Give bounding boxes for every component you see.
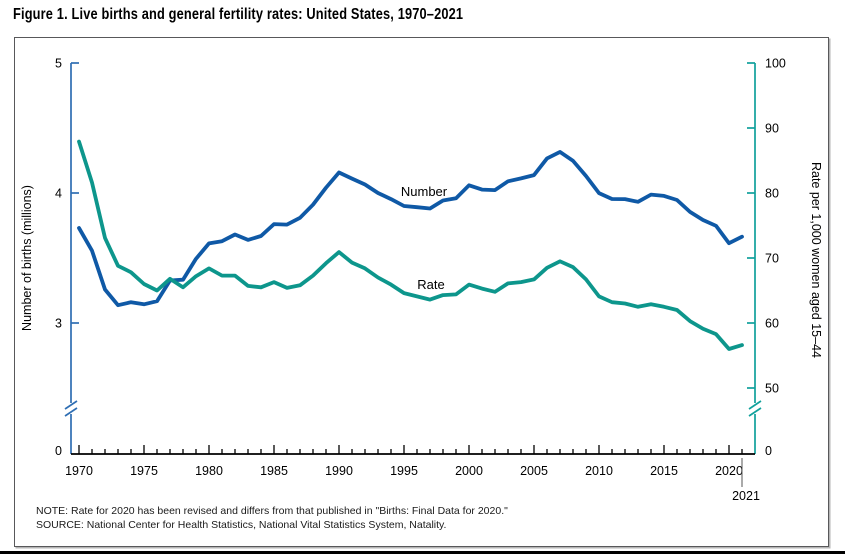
right-axis-tick-label: 90 bbox=[765, 122, 779, 136]
left-axis-title: Number of births (millions) bbox=[20, 185, 34, 331]
right-axis-tick-label: 80 bbox=[765, 187, 779, 201]
x-axis-tick-label: 1970 bbox=[65, 464, 93, 478]
x-axis-tick-label: 2000 bbox=[455, 464, 483, 478]
left-axis-tick-label: 3 bbox=[55, 317, 62, 331]
right-axis-tick-label: 70 bbox=[765, 252, 779, 266]
figure-title: Figure 1. Live births and general fertil… bbox=[13, 6, 464, 23]
year-2021-label: 2021 bbox=[732, 489, 760, 503]
left-axis-break-icon bbox=[64, 400, 78, 410]
x-axis-tick-label: 2005 bbox=[520, 464, 548, 478]
right-axis-tick-label: 100 bbox=[765, 57, 786, 71]
right-axis-title: Rate per 1,000 women aged 15–44 bbox=[809, 162, 823, 358]
right-axis-tick-label: 60 bbox=[765, 317, 779, 331]
left-axis-tick-label: 5 bbox=[55, 57, 62, 71]
right-axis-break-icon bbox=[748, 407, 762, 417]
series-label-number: Number bbox=[401, 184, 448, 199]
x-axis-tick-label: 1975 bbox=[130, 464, 158, 478]
series-line-number bbox=[77, 150, 744, 308]
left-axis-zero-label: 0 bbox=[55, 444, 62, 458]
right-axis-zero-label: 0 bbox=[765, 444, 772, 458]
right-axis-tick-label: 50 bbox=[765, 382, 779, 396]
series-label-rate: Rate bbox=[417, 277, 444, 292]
left-axis-tick-label: 4 bbox=[55, 187, 62, 201]
chart-frame: 5 4 3 0 100 90 80 70 60 50 0 1970 1975 1980 1985 1990 19… bbox=[14, 37, 829, 547]
source-text: SOURCE: National Center for Health Stati… bbox=[36, 519, 447, 531]
right-axis-break-icon bbox=[748, 400, 762, 410]
x-axis-tick-label: 1990 bbox=[325, 464, 353, 478]
x-axis-tick-label: 1980 bbox=[195, 464, 223, 478]
x-axis-tick-label: 2020 bbox=[715, 464, 743, 478]
series-line-rate bbox=[77, 139, 744, 351]
bottom-rule bbox=[0, 551, 845, 554]
x-axis-tick-label: 2010 bbox=[585, 464, 613, 478]
footnotes: NOTE: Rate for 2020 has been revised and… bbox=[36, 504, 508, 532]
x-axis-tick-label: 2015 bbox=[650, 464, 678, 478]
x-axis-tick-label: 1995 bbox=[390, 464, 418, 478]
note-text: NOTE: Rate for 2020 has been revised and… bbox=[36, 505, 508, 517]
left-axis-break-icon bbox=[64, 407, 78, 417]
x-axis-tick-label: 1985 bbox=[260, 464, 288, 478]
